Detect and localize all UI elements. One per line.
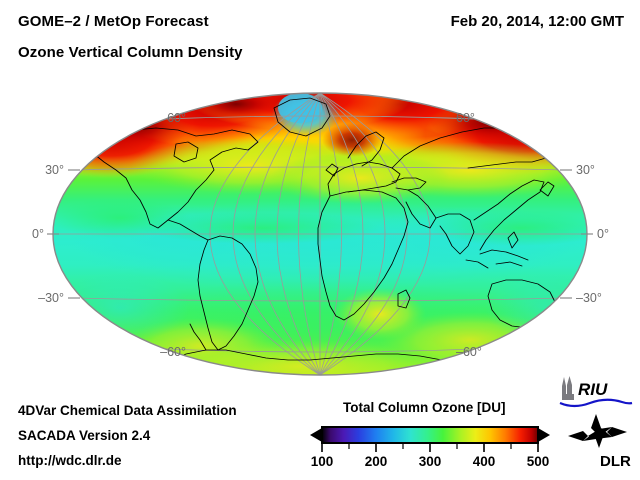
coastlines (65, 97, 581, 375)
lat-label-left-m60: –60° (160, 345, 186, 359)
dlr-logo: DLR (566, 412, 632, 470)
colorbar-tick-label-200: 200 (365, 454, 388, 468)
lat-label-left-0: 0° (32, 227, 44, 241)
colorbar-tick-label-500: 500 (527, 454, 550, 468)
colorbar-svg: 100 200 300 400 500 (310, 426, 550, 469)
header-instrument-line: GOME–2 / MetOp Forecast (18, 13, 209, 30)
lat-label-right-m30: –30° (576, 291, 602, 305)
header-product-line: Ozone Vertical Column Density (18, 44, 243, 61)
header-datetime: Feb 20, 2014, 12:00 GMT (450, 13, 624, 30)
lat-label-left-60: 60° (167, 111, 186, 125)
ozone-map: 0° 30° –30° 60° –60° 0° 30° –30° 60° –60… (0, 78, 640, 388)
lat-label-left-m30: –30° (38, 291, 64, 305)
colorbar-title: Total Column Ozone [DU] (343, 400, 506, 415)
ozone-field (53, 93, 587, 375)
colorbar-tick-label-300: 300 (419, 454, 442, 468)
colorbar-gradient (321, 426, 539, 444)
colorbar-extend-high-arrow (538, 428, 550, 442)
dlr-wordmark: DLR (600, 453, 631, 470)
riu-logo-svg: RIU (559, 376, 633, 408)
latitude-ticks (47, 169, 593, 299)
dlr-logo-svg: DLR (568, 414, 631, 470)
riu-logo: RIU (556, 374, 636, 410)
lat-label-right-0: 0° (597, 227, 609, 241)
riu-wave-icon (559, 398, 633, 408)
colorbar-tick-label-400: 400 (473, 454, 496, 468)
map-svg: 0° 30° –30° 60° –60° 0° 30° –30° 60° –60… (32, 92, 609, 376)
colorbar-tick-label-100: 100 (311, 454, 334, 468)
footer-line-1: 4DVar Chemical Data Assimilation (18, 403, 237, 418)
lat-label-right-60: 60° (456, 111, 475, 125)
riu-wordmark: RIU (578, 380, 608, 399)
lat-label-right-30: 30° (576, 163, 595, 177)
lat-label-left-30: 30° (45, 163, 64, 177)
footer-line-3[interactable]: http://wdc.dlr.de (18, 453, 122, 468)
lat-label-right-m60: –60° (456, 345, 482, 359)
colorbar-ticks (321, 444, 539, 452)
colorbar: 100 200 300 400 500 (300, 416, 560, 469)
colorbar-extend-low-arrow (310, 428, 322, 442)
dlr-mark-icon (568, 414, 627, 448)
graticule (53, 93, 587, 375)
footer-line-2: SACADA Version 2.4 (18, 428, 151, 443)
colorbar-minor-ticks (348, 444, 512, 449)
cathedral-icon (562, 376, 574, 400)
